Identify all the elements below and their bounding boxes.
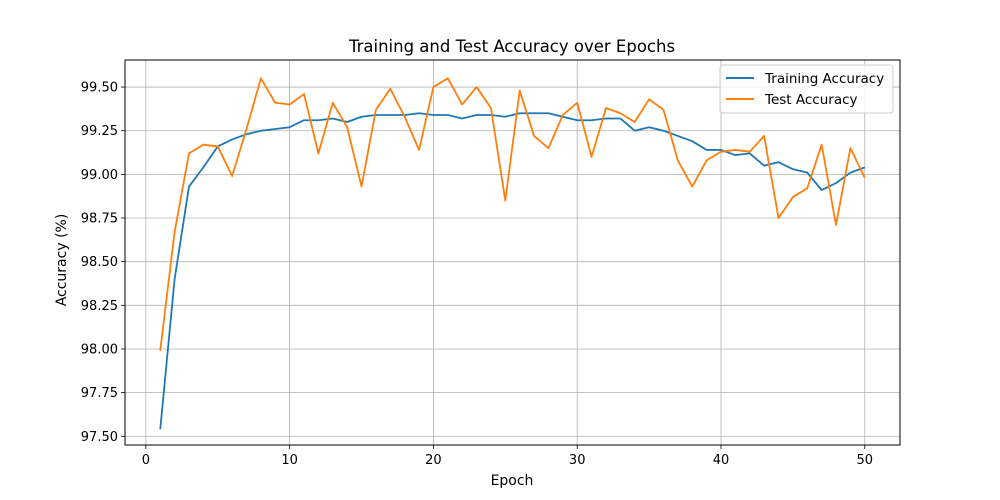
x-tick-label: 10 [281, 453, 298, 468]
y-tick-label: 97.75 [81, 386, 118, 401]
y-tick-label: 99.00 [81, 168, 118, 183]
y-tick-label: 98.00 [81, 342, 118, 357]
x-tick-label: 30 [569, 453, 586, 468]
grid [125, 60, 900, 445]
plot-frame [124, 59, 901, 446]
legend: Training Accuracy Test Accuracy [719, 64, 894, 114]
legend-label-test: Test Accuracy [764, 92, 858, 108]
y-tick-label: 98.50 [81, 255, 118, 270]
axis-ticks: 0 10 20 30 40 50 97.50 97.75 98.00 98.25 98.50 98.7… [81, 81, 873, 468]
x-tick-label: 20 [425, 453, 442, 468]
x-tick-label: 0 [142, 453, 150, 468]
x-tick-label: 50 [856, 453, 873, 468]
y-tick-label: 98.75 [81, 212, 118, 227]
series-lines [159, 77, 866, 430]
y-tick-label: 97.50 [81, 430, 118, 445]
y-tick-label: 99.25 [81, 124, 118, 139]
legend-label-training: Training Accuracy [764, 71, 884, 87]
chart-title: Training and Test Accuracy over Epochs [348, 37, 675, 56]
x-axis-label: Epoch [491, 473, 534, 489]
y-tick-label: 99.50 [81, 81, 118, 96]
y-tick-label: 98.25 [81, 299, 118, 314]
x-tick-label: 40 [713, 453, 730, 468]
test-accuracy-line [159, 77, 866, 351]
legend-box [719, 64, 894, 114]
y-axis-label: Accuracy (%) [54, 214, 70, 307]
training-accuracy-line [159, 112, 866, 430]
